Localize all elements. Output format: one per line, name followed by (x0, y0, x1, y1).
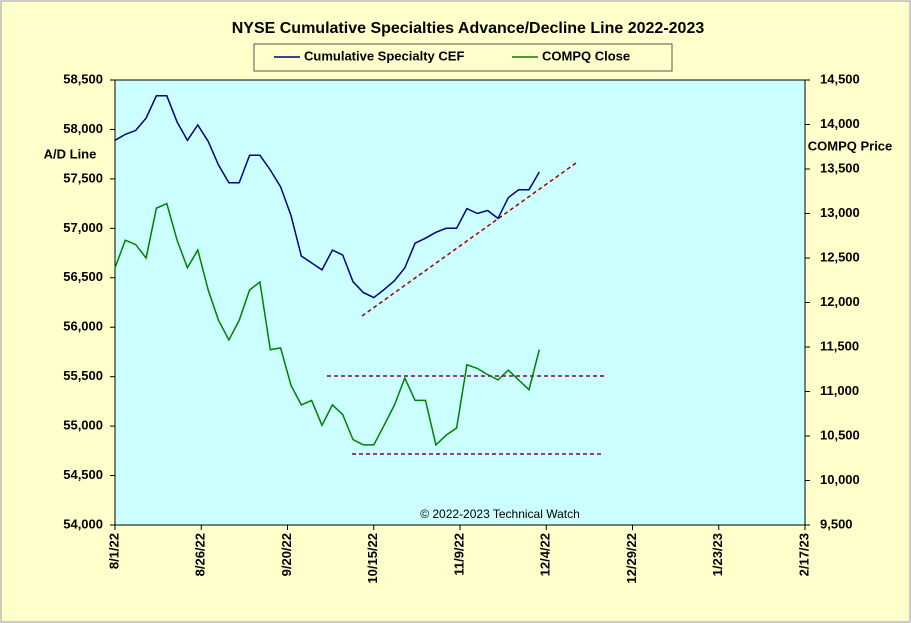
y2-axis-label: COMPQ Price (808, 138, 893, 153)
y2-tick-label: 14,500 (820, 71, 860, 86)
y-tick-label: 54,500 (63, 467, 103, 482)
legend-label: COMPQ Close (542, 48, 630, 63)
y-axis-label: A/D Line (44, 146, 97, 161)
y2-tick-label: 12,500 (820, 249, 860, 264)
y-tick-label: 56,500 (63, 269, 103, 284)
x-tick-label: 9/20/22 (279, 533, 294, 576)
y2-tick-label: 13,500 (820, 160, 860, 175)
x-tick-label: 12/29/22 (624, 533, 639, 584)
x-tick-label: 10/15/22 (365, 533, 380, 584)
y2-tick-label: 14,000 (820, 116, 860, 131)
y2-tick-label: 9,500 (820, 516, 853, 531)
y-tick-label: 58,000 (63, 121, 103, 136)
y2-tick-label: 13,000 (820, 205, 860, 220)
x-tick-label: 2/17/23 (796, 533, 811, 576)
y-tick-label: 58,500 (63, 71, 103, 86)
y-tick-label: 55,500 (63, 368, 103, 383)
series-line (114, 202, 541, 447)
y2-tick-label: 11,000 (820, 383, 859, 398)
x-tick-label: 12/4/22 (538, 533, 553, 576)
trend-line (361, 162, 577, 317)
series-line (114, 95, 540, 299)
legend (253, 43, 673, 72)
y2-tick-label: 10,500 (820, 427, 860, 442)
y-tick-label: 55,000 (63, 418, 103, 433)
y2-tick-label: 11,500 (820, 338, 859, 353)
annotation: © 2022-2023 Technical Watch (420, 507, 580, 521)
legend-label: Cumulative Specialty CEF (304, 48, 464, 63)
y-tick-label: 57,500 (63, 170, 103, 185)
x-tick-label: 11/9/22 (451, 533, 466, 576)
y-tick-label: 57,000 (63, 220, 103, 235)
y2-tick-label: 10,000 (820, 472, 860, 487)
y-tick-label: 56,000 (63, 319, 103, 334)
plot-area (114, 79, 806, 526)
y2-tick-label: 12,000 (820, 294, 860, 309)
x-tick-label: 1/23/23 (710, 533, 725, 576)
x-tick-label: 8/1/22 (106, 533, 121, 569)
chart-title: NYSE Cumulative Specialties Advance/Decl… (232, 20, 705, 37)
y-tick-label: 54,000 (63, 516, 103, 531)
x-tick-label: 8/26/22 (193, 533, 208, 576)
